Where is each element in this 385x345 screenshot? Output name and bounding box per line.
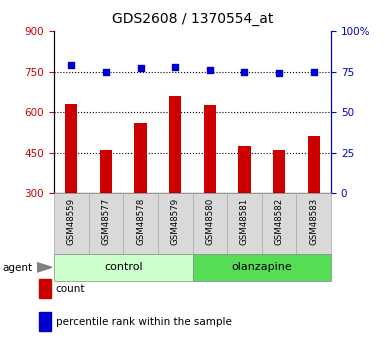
FancyBboxPatch shape: [89, 193, 123, 254]
Text: GSM48579: GSM48579: [171, 198, 180, 245]
Text: count: count: [56, 284, 85, 294]
Polygon shape: [37, 263, 52, 272]
Bar: [100, 150, 112, 193]
FancyBboxPatch shape: [54, 193, 89, 254]
FancyBboxPatch shape: [192, 193, 227, 254]
Text: olanzapine: olanzapine: [231, 263, 292, 272]
FancyBboxPatch shape: [158, 193, 192, 254]
Text: GSM48581: GSM48581: [240, 198, 249, 245]
Text: GSM48582: GSM48582: [275, 198, 284, 245]
Text: percentile rank within the sample: percentile rank within the sample: [56, 317, 232, 327]
FancyBboxPatch shape: [192, 254, 331, 281]
Text: control: control: [104, 263, 142, 272]
Text: GSM48578: GSM48578: [136, 198, 145, 245]
Bar: [204, 105, 216, 193]
FancyBboxPatch shape: [54, 254, 192, 281]
Bar: [65, 104, 77, 193]
Point: [241, 69, 248, 74]
Bar: [169, 96, 181, 193]
Text: GSM48577: GSM48577: [101, 198, 110, 245]
FancyBboxPatch shape: [123, 193, 158, 254]
Bar: [134, 123, 147, 193]
FancyBboxPatch shape: [296, 193, 331, 254]
FancyBboxPatch shape: [262, 193, 296, 254]
Point: [311, 69, 317, 74]
Text: agent: agent: [2, 264, 32, 273]
Bar: [308, 136, 320, 193]
Point: [172, 64, 178, 69]
Point: [207, 67, 213, 73]
Text: GDS2608 / 1370554_at: GDS2608 / 1370554_at: [112, 12, 273, 26]
FancyBboxPatch shape: [227, 193, 262, 254]
Point: [103, 69, 109, 74]
Bar: [273, 150, 285, 193]
Text: GSM48583: GSM48583: [309, 198, 318, 245]
Point: [68, 62, 74, 68]
Point: [137, 66, 144, 71]
Text: GSM48559: GSM48559: [67, 198, 76, 245]
Bar: [238, 146, 251, 193]
Text: GSM48580: GSM48580: [205, 198, 214, 245]
Point: [276, 70, 282, 76]
